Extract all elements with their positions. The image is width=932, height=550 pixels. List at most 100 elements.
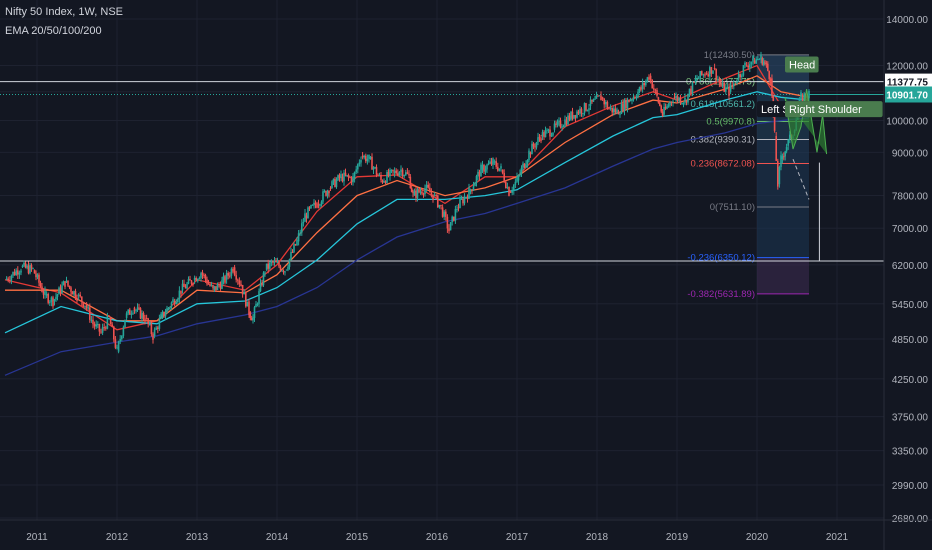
candle-body [553,123,556,130]
candle-body [787,139,789,146]
candle-body [55,296,57,300]
candle-body [58,287,60,295]
candle-body [338,175,341,179]
candle-body [424,188,426,194]
candle-body [669,101,671,106]
candle-body [758,59,761,61]
price-series [5,51,810,354]
candle-body [484,169,487,172]
candle-body [197,279,199,282]
candle-body [543,132,545,138]
candle-body [322,191,324,202]
candle-body [503,173,505,182]
candle-body [544,130,547,138]
candle-body [215,286,217,290]
projection-line [792,158,810,200]
candle-body [757,59,759,61]
candle-body [26,265,28,268]
candle-body [369,156,372,160]
candle-body [180,290,182,294]
candle-body [598,95,601,97]
candle-body [713,68,716,70]
candle-body [361,155,364,158]
candle-body [113,326,115,340]
candle-body [405,172,407,176]
candle-body [261,282,263,286]
candle-body [693,82,695,84]
candle-body [605,101,607,105]
candle-body [660,105,662,112]
candle-body [105,327,107,329]
candle-body [232,268,234,272]
candle-body [49,301,51,303]
candle-body [158,318,161,329]
candle-body [279,266,282,271]
candle-body [731,85,733,87]
candle-body [106,315,109,329]
candle-body [529,152,532,155]
candle-body [702,74,705,76]
candle-body [216,283,219,290]
candle-body [119,339,121,342]
candle-body [173,301,176,305]
candle-body [285,269,288,271]
candle-body [435,195,437,197]
candle-body [9,280,11,282]
candle-body [720,82,722,87]
candle-body [492,158,494,165]
candle-body [310,205,312,208]
candle-body [189,279,191,281]
candle-body [290,252,292,260]
candle-body [273,260,276,263]
candle-body [413,190,416,196]
candle-body [691,82,694,94]
candle-body [145,317,148,319]
candle-body [10,275,13,281]
candle-body [287,266,289,270]
candle-body [637,91,639,98]
candle-body [114,339,117,348]
candle-body [221,280,223,289]
candle-body [160,314,162,319]
candle-body [314,202,317,206]
candle-body [355,169,357,173]
y-tick-label: 3350.00 [892,447,929,458]
price-axis[interactable]: 14000.0012000.0011000.0010000.009000.007… [883,0,932,550]
candle-body [768,70,770,79]
fib-level-label: 0.236(8672.08) [691,159,755,170]
candle-body [74,290,77,299]
candle-body [747,65,749,68]
candle-body [90,319,93,321]
candle-body [296,239,298,246]
fib-zone [757,257,809,294]
candle-body [784,151,786,157]
candle-body [666,106,668,109]
candle-body [222,276,225,281]
candle-body [663,106,665,115]
candle-body [124,319,126,328]
candle-body [378,174,381,176]
candle-body [198,277,201,280]
time-axis[interactable]: 2011 2012 2013 2014 2015 2016 2017 2018 2019 2020… [0,519,932,543]
x-tick-label: 2019 [666,532,689,543]
chart-title: Nifty 50 Index, 1W, NSE [5,6,123,18]
candle-body [329,187,332,189]
candle-body [384,181,387,183]
x-tick-label: 2014 [266,532,289,543]
candle-body [649,75,652,80]
candle-body [454,209,457,221]
candle-body [275,260,277,263]
candle-body [427,184,429,188]
candle-body [564,119,566,126]
candle-body [347,175,350,178]
candle-body [741,75,743,77]
candle-body [52,297,54,307]
candle-body [320,201,323,205]
candle-body [626,99,629,109]
candle-body [82,301,85,307]
candle-body [53,299,56,302]
candle-body [635,97,638,99]
candle-body [778,166,781,185]
candle-body [641,83,644,90]
